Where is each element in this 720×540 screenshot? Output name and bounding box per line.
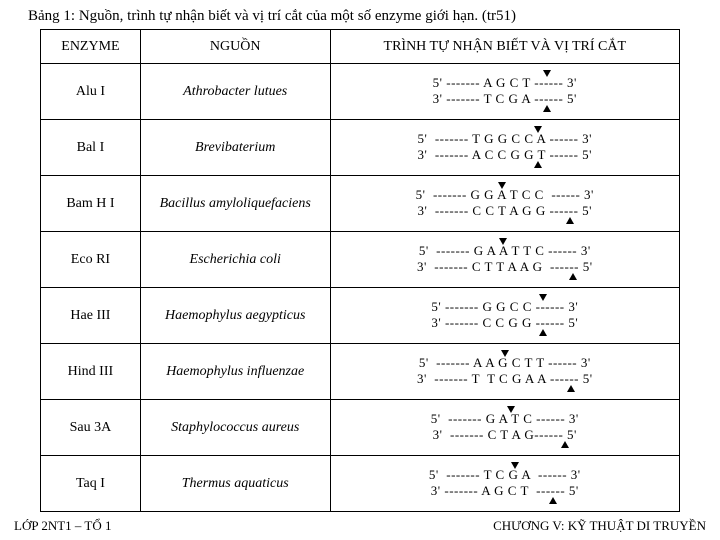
enzyme-name: Hind III — [41, 344, 141, 400]
cut-arrow-down-icon — [511, 462, 519, 469]
cut-arrow-down-icon — [498, 182, 506, 189]
enzyme-source: Escherichia coli — [140, 232, 330, 288]
seq-bottom-strand: 3' ------- A G C T ------ 5' — [429, 483, 581, 499]
sequence-cell: 5' ------- G G C C ------ 3'3' ------- C… — [330, 288, 679, 344]
enzyme-source: Thermus aquaticus — [140, 456, 330, 512]
seq-top-strand: 5' ------- G G A T C C ------ 3' — [416, 187, 594, 203]
sequence-cell: 5' ------- G A A T T C ------ 3'3' -----… — [330, 232, 679, 288]
seq-top-strand: 5' ------- T G G C C A ------ 3' — [418, 131, 593, 147]
page-footer: LỚP 2NT1 – TỔ 1 CHƯƠNG V: KỸ THUẬT DI TR… — [0, 518, 720, 534]
enzyme-name: Taq I — [41, 456, 141, 512]
cut-arrow-down-icon — [499, 238, 507, 245]
seq-top-strand: 5' ------- G A A T T C ------ 3' — [417, 243, 593, 259]
table-row: Taq IThermus aquaticus5' ------- T C G A… — [41, 456, 680, 512]
sequence-cell: 5' ------- T C G A ------ 3'3' ------- A… — [330, 456, 679, 512]
enzyme-name: Alu I — [41, 64, 141, 120]
enzyme-name: Sau 3A — [41, 400, 141, 456]
table-row: Eco RIEscherichia coli5' ------- G A A T… — [41, 232, 680, 288]
enzyme-source: Bacillus amyloliquefaciens — [140, 176, 330, 232]
cut-arrow-up-icon — [549, 497, 557, 504]
cut-arrow-down-icon — [534, 126, 542, 133]
enzyme-name: Hae III — [41, 288, 141, 344]
seq-top-strand: 5' ------- A G C T ------ 3' — [433, 75, 577, 91]
header-seq: TRÌNH TỰ NHẬN BIẾT VÀ VỊ TRÍ CẮT — [330, 30, 679, 64]
header-row: ENZYME NGUỒN TRÌNH TỰ NHẬN BIẾT VÀ VỊ TR… — [41, 30, 680, 64]
cut-arrow-up-icon — [561, 441, 569, 448]
table-row: Bam H IBacillus amyloliquefaciens5' ----… — [41, 176, 680, 232]
enzyme-source: Brevibaterium — [140, 120, 330, 176]
seq-bottom-strand: 3' ------- A C C G G T ------ 5' — [418, 147, 593, 163]
header-enzyme: ENZYME — [41, 30, 141, 64]
enzyme-name: Bam H I — [41, 176, 141, 232]
table-row: Alu IAthrobacter lutues5' ------- A G C … — [41, 64, 680, 120]
enzyme-name: Bal I — [41, 120, 141, 176]
cut-arrow-up-icon — [539, 329, 547, 336]
sequence-cell: 5' ------- G G A T C C ------ 3'3' -----… — [330, 176, 679, 232]
enzyme-source: Haemophylus influenzae — [140, 344, 330, 400]
seq-bottom-strand: 3' ------- T C G A ------ 5' — [433, 91, 577, 107]
seq-top-strand: 5' ------- T C G A ------ 3' — [429, 467, 581, 483]
seq-top-strand: 5' ------- G A T C ------ 3' — [431, 411, 579, 427]
footer-left: LỚP 2NT1 – TỔ 1 — [14, 518, 112, 534]
table-row: Bal IBrevibaterium5' ------- T G G C C A… — [41, 120, 680, 176]
enzyme-source: Haemophylus aegypticus — [140, 288, 330, 344]
table-caption: Bảng 1: Nguồn, trình tự nhận biết và vị … — [0, 0, 720, 29]
enzyme-source: Athrobacter lutues — [140, 64, 330, 120]
seq-bottom-strand: 3' ------- C C G G ------ 5' — [431, 315, 578, 331]
cut-arrow-down-icon — [539, 294, 547, 301]
sequence-cell: 5' ------- A G C T ------ 3'3' ------- T… — [330, 64, 679, 120]
enzyme-name: Eco RI — [41, 232, 141, 288]
seq-bottom-strand: 3' ------- C T A G------ 5' — [431, 427, 579, 443]
cut-arrow-up-icon — [543, 105, 551, 112]
cut-arrow-down-icon — [507, 406, 515, 413]
table-row: Hae IIIHaemophylus aegypticus5' ------- … — [41, 288, 680, 344]
header-source: NGUỒN — [140, 30, 330, 64]
table-row: Sau 3AStaphylococcus aureus5' ------- G … — [41, 400, 680, 456]
cut-arrow-up-icon — [566, 217, 574, 224]
seq-top-strand: 5' ------- A A G C T T ------ 3' — [417, 355, 593, 371]
sequence-cell: 5' ------- A A G C T T ------ 3'3' -----… — [330, 344, 679, 400]
enzyme-source: Staphylococcus aureus — [140, 400, 330, 456]
sequence-cell: 5' ------- G A T C ------ 3'3' ------- C… — [330, 400, 679, 456]
cut-arrow-down-icon — [501, 350, 509, 357]
cut-arrow-up-icon — [567, 385, 575, 392]
cut-arrow-down-icon — [543, 70, 551, 77]
seq-bottom-strand: 3' ------- C T T A A G ------ 5' — [417, 259, 593, 275]
seq-top-strand: 5' ------- G G C C ------ 3' — [431, 299, 578, 315]
footer-right: CHƯƠNG V: KỸ THUẬT DI TRUYỀN — [493, 518, 706, 534]
cut-arrow-up-icon — [569, 273, 577, 280]
cut-arrow-up-icon — [534, 161, 542, 168]
sequence-cell: 5' ------- T G G C C A ------ 3'3' -----… — [330, 120, 679, 176]
table-row: Hind IIIHaemophylus influenzae5' -------… — [41, 344, 680, 400]
enzyme-table: ENZYME NGUỒN TRÌNH TỰ NHẬN BIẾT VÀ VỊ TR… — [40, 29, 680, 512]
